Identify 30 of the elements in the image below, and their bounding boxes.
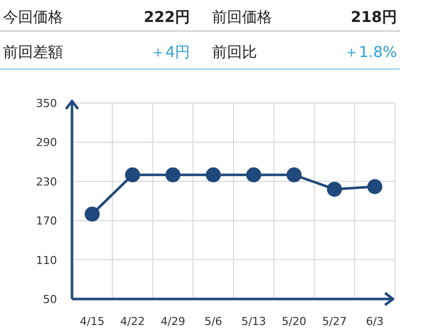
y-tick-label: 230 <box>36 175 57 188</box>
y-tick-label: 290 <box>36 136 57 150</box>
point <box>367 179 382 194</box>
y-tick-label: 50 <box>43 293 57 306</box>
text: 222円 <box>144 8 190 26</box>
point <box>326 182 342 197</box>
text: 前回価格 <box>212 8 272 26</box>
x-tick-label: 5/6 <box>204 315 222 328</box>
x-tick-label: 4/15 <box>80 315 105 328</box>
x-tick-label: 6/3 <box>366 315 384 328</box>
text: 前回比 <box>212 43 257 61</box>
y-tick-label: 170 <box>36 214 57 228</box>
point <box>246 167 262 182</box>
point <box>206 167 221 182</box>
text: 今回価格 <box>3 8 63 26</box>
point <box>165 167 180 182</box>
y-tick-label: 350 <box>36 97 57 110</box>
point <box>125 167 140 182</box>
x-tick-label: 5/13 <box>241 315 266 328</box>
point <box>286 167 302 182</box>
text: 218円 <box>350 8 397 26</box>
text: 前回差額 <box>3 43 63 61</box>
point <box>84 206 100 222</box>
x-tick-label: 5/27 <box>322 315 347 328</box>
y-tick-label: 110 <box>36 254 57 267</box>
text: ＋4円 <box>150 43 190 61</box>
text: ＋1.8% <box>344 43 397 61</box>
x-tick-label: 5/20 <box>282 315 306 328</box>
x-tick-label: 4/29 <box>160 315 186 328</box>
x-tick-label: 4/22 <box>120 315 145 328</box>
